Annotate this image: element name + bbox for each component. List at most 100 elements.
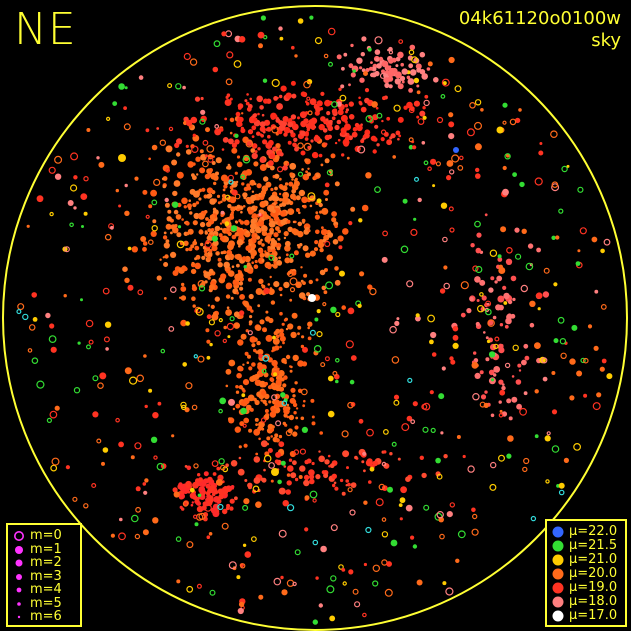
star-marker <box>292 399 297 404</box>
star-marker <box>282 500 289 507</box>
star-marker <box>539 142 543 145</box>
star-marker <box>391 441 397 447</box>
star-marker <box>218 494 224 500</box>
star-marker <box>439 533 445 540</box>
star-marker <box>211 161 216 165</box>
star-marker <box>213 181 217 186</box>
star-marker <box>243 265 247 269</box>
star-marker <box>302 281 306 285</box>
star-marker <box>135 486 141 492</box>
magnitude-marker-icon <box>8 598 30 610</box>
star-marker <box>250 536 257 542</box>
star-marker <box>190 116 198 124</box>
star-marker <box>225 95 229 99</box>
star-marker <box>214 225 221 232</box>
star-marker <box>409 69 417 76</box>
star-marker <box>445 587 454 596</box>
star-marker <box>473 351 477 355</box>
star-marker <box>284 240 291 247</box>
star-marker <box>285 489 292 495</box>
star-marker <box>279 311 283 316</box>
star-marker <box>225 309 233 316</box>
star-marker <box>371 72 377 78</box>
star-marker <box>278 441 285 448</box>
star-marker <box>191 173 195 178</box>
star-marker <box>293 250 299 256</box>
star-marker <box>503 301 508 305</box>
star-marker <box>488 287 494 293</box>
star-marker <box>209 342 213 347</box>
star-marker <box>45 312 51 319</box>
star-marker <box>300 120 307 128</box>
star-marker <box>274 459 280 464</box>
star-marker <box>273 331 278 336</box>
star-marker <box>399 517 403 521</box>
star-marker <box>252 113 257 118</box>
star-marker <box>343 52 348 57</box>
star-marker <box>307 167 310 170</box>
star-marker <box>318 202 323 208</box>
legend-item-m2: m=2 <box>8 556 80 570</box>
star-marker <box>273 577 282 586</box>
star-marker <box>220 273 227 280</box>
star-marker <box>314 36 323 45</box>
star-marker <box>195 307 204 316</box>
star-marker <box>342 228 349 235</box>
star-marker <box>381 60 389 68</box>
star-marker <box>354 601 361 608</box>
star-marker <box>499 323 504 327</box>
star-marker <box>323 189 330 196</box>
star-marker <box>278 26 283 31</box>
star-marker <box>544 435 551 442</box>
star-marker <box>472 265 479 272</box>
star-marker <box>349 509 356 516</box>
star-marker <box>54 173 62 180</box>
star-marker <box>236 161 243 168</box>
star-marker <box>180 401 187 409</box>
star-marker <box>321 285 327 291</box>
star-marker <box>170 286 177 294</box>
star-marker <box>150 230 157 237</box>
star-marker <box>543 267 550 274</box>
star-marker <box>362 135 366 138</box>
star-marker <box>153 455 158 460</box>
star-marker <box>348 114 355 120</box>
star-marker <box>265 264 268 267</box>
star-marker <box>253 182 257 186</box>
star-marker <box>281 322 285 326</box>
star-marker <box>297 230 304 238</box>
star-marker <box>199 118 206 125</box>
star-marker <box>319 247 324 253</box>
star-marker <box>289 287 296 293</box>
star-marker <box>327 27 336 36</box>
star-marker <box>327 454 331 458</box>
star-marker <box>185 144 189 148</box>
star-marker <box>50 346 57 353</box>
star-marker <box>289 277 298 286</box>
star-marker <box>338 245 343 250</box>
star-marker <box>362 612 367 618</box>
star-marker <box>287 323 294 330</box>
star-marker <box>268 462 276 469</box>
star-marker <box>222 188 226 192</box>
star-marker <box>294 425 299 430</box>
star-marker <box>192 202 197 208</box>
star-marker <box>326 585 335 594</box>
star-marker <box>365 526 372 534</box>
magnitude-marker-icon <box>8 584 30 596</box>
star-marker <box>190 503 194 507</box>
star-marker <box>265 316 271 322</box>
star-marker <box>174 224 178 228</box>
star-marker <box>157 401 162 406</box>
star-marker <box>494 336 500 342</box>
star-marker <box>416 84 420 88</box>
star-marker <box>153 178 161 186</box>
star-marker <box>293 137 298 142</box>
star-marker <box>282 383 287 388</box>
star-marker <box>351 131 358 138</box>
star-marker <box>270 300 276 305</box>
star-marker <box>225 30 233 38</box>
star-marker <box>192 133 196 137</box>
star-marker <box>105 116 111 122</box>
magnitude-marker-icon <box>8 557 30 569</box>
